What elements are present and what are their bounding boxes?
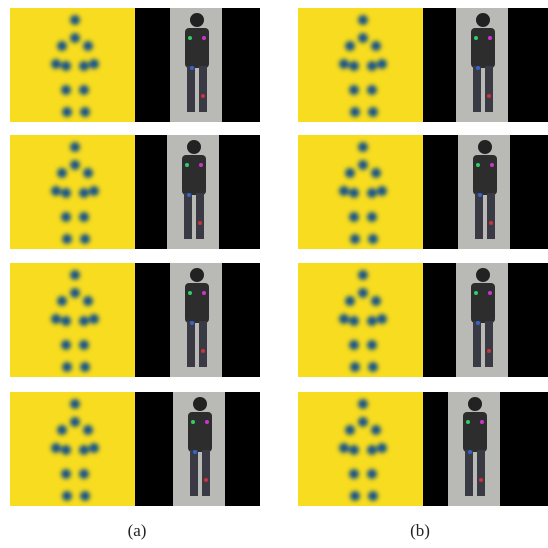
column-b: (b): [298, 8, 548, 540]
panel: [298, 263, 548, 377]
caption: (b): [410, 521, 430, 540]
caption: (a): [128, 521, 147, 540]
panel: [298, 8, 548, 122]
panel: [10, 8, 260, 122]
figure: (a) (b): [0, 0, 548, 548]
panel: [10, 263, 260, 377]
column-a: (a): [10, 8, 260, 540]
panel: [10, 135, 260, 249]
panel: [298, 135, 548, 249]
panel: [10, 392, 260, 506]
panel: [298, 392, 548, 506]
